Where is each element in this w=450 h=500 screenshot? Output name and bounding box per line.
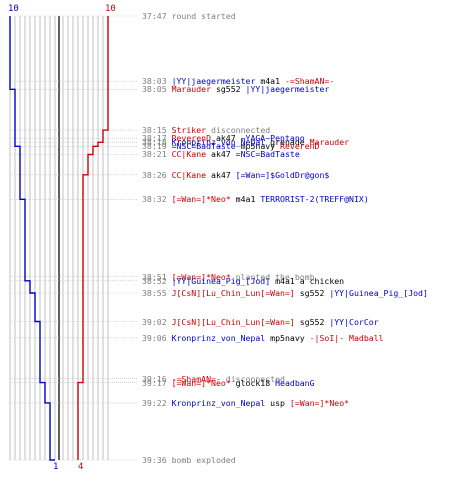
event-action: glock18: [230, 377, 276, 388]
event-player: Striker: [171, 125, 207, 136]
event-player: ReverenD: [280, 141, 320, 152]
event-time: 39:06: [142, 332, 172, 343]
event-time: 38:05: [142, 84, 172, 95]
event-time: 38:18: [142, 137, 172, 148]
event-action: m4a1: [230, 194, 261, 205]
event-player: Kronprinz_von_Nepal: [171, 397, 266, 408]
event-player: CC|Kane: [171, 149, 207, 160]
event-player: [=Wan=]*Neo*: [171, 194, 231, 205]
event-row: 38:03 |YY|jaegermeister m4a1 -=ShamAN=-: [142, 76, 334, 86]
event-action: sg552: [294, 287, 330, 298]
event-time: 38:26: [142, 169, 172, 180]
event-player: ReverenD: [171, 133, 212, 144]
event-player: [=Wan=]*Neo*: [289, 397, 350, 408]
event-time: 39:22: [142, 397, 172, 408]
event-player: |YY|jaegermeister: [245, 84, 330, 95]
event-time: 38:19: [142, 141, 172, 152]
event-player: -=ShamAN=-: [171, 373, 221, 384]
event-action: mp5navy: [265, 332, 310, 343]
event-row: 38:17 ReverenD ak47 ~YAGA~Pentano: [142, 133, 305, 143]
event-player: HeadbanG: [275, 377, 315, 388]
event-player: planted the bomb: [230, 271, 315, 282]
event-player: Kronprinz_von_Nepal: [171, 332, 266, 343]
event-player: round started: [171, 11, 236, 21]
event-time: 38:03: [142, 76, 172, 87]
event-player: Marauder: [309, 137, 350, 148]
event-player: bomb exploded: [171, 455, 236, 465]
event-player: -|SoI|- Madball: [309, 332, 384, 343]
red-team-end-count: 4: [78, 462, 84, 472]
event-row: 39:36 bomb exploded: [142, 455, 236, 465]
event-row: 38:51 [=Wan=]*Neo* planted the bomb: [142, 272, 315, 282]
event-player: CC|Kane: [171, 169, 207, 180]
event-player: |YY|Guinea_Pig_[Jod]: [329, 287, 428, 298]
event-time: 38:55: [142, 287, 172, 298]
event-action: sg552: [211, 84, 246, 95]
event-action: ak47: [206, 149, 236, 160]
blue-team-end-count: 1: [53, 462, 59, 472]
blue-team-start-count: 10: [8, 4, 19, 14]
event-player: |YY|jaegermeister: [171, 76, 256, 87]
event-time: 39:17: [142, 377, 172, 388]
event-player: [=Wan=]*Neo*: [171, 271, 231, 282]
event-player: Marauder: [171, 84, 212, 95]
event-player: J[CsN][Lu_Chin_Lun[=Wan=]: [171, 316, 295, 327]
event-row: 38:26 CC|Kane ak47 [=Wan=]$GoldDr@gon$: [142, 170, 329, 180]
event-player: disconnected: [206, 125, 271, 136]
event-row: 39:22 Kronprinz_von_Nepal usp [=Wan=]*Ne…: [142, 398, 349, 408]
event-player: [=Wan=]*Neo*: [171, 377, 231, 388]
event-action: usp: [265, 397, 290, 408]
event-time: 39:16: [142, 373, 172, 384]
event-player: TERRORIST-2(TREFF@NIX): [260, 194, 369, 205]
event-time: 38:32: [142, 194, 172, 205]
event-row: 38:55 J[CsN][Lu_Chin_Lun[=Wan=] sg552 |Y…: [142, 288, 428, 298]
event-time: 39:36: [142, 455, 172, 465]
event-time: 37:47: [142, 11, 172, 21]
event-row: 38:32 [=Wan=]*Neo* m4a1 TERRORIST-2(TREF…: [142, 194, 369, 204]
event-action: ak47: [211, 133, 241, 144]
event-row: 39:16 -=ShamAN=- disconnected: [142, 374, 285, 384]
event-player: -=ShamAN=-: [284, 76, 335, 87]
event-action: mp5navy: [235, 141, 281, 152]
red-team-alive-line: [77, 16, 109, 460]
event-row: 37:47 round started: [142, 11, 236, 21]
event-action: ak47: [206, 169, 236, 180]
event-row: 39:06 Kronprinz_von_Nepal mp5navy -|SoI|…: [142, 333, 384, 343]
event-player: [=Wan=]$GoldDr@gon$: [235, 169, 330, 180]
event-time: 38:21: [142, 149, 172, 160]
event-time: 38:15: [142, 125, 172, 136]
event-action: m4a1 a chicken: [270, 275, 345, 286]
event-row: 38:19 =NSC=BadTaste mp5navy ReverenD: [142, 141, 319, 151]
blue-team-alive-line: [9, 16, 55, 461]
event-player: disconnected: [220, 373, 285, 384]
event-action: m4a1: [255, 76, 285, 87]
event-row: 38:05 Marauder sg552 |YY|jaegermeister: [142, 84, 329, 94]
event-row: 38:21 CC|Kane ak47 =NSC=BadTaste: [142, 149, 300, 159]
event-row: 38:52 |YY|Guinea_Pig_[Jod] m4a1 a chicke…: [142, 276, 344, 286]
event-time: 38:17: [142, 133, 172, 144]
event-time: 39:02: [142, 316, 172, 327]
event-time: 38:51: [142, 271, 172, 282]
event-row: 39:17 [=Wan=]*Neo* glock18 HeadbanG: [142, 378, 315, 388]
event-row: 39:02 J[CsN][Lu_Chin_Lun[=Wan=] sg552 |Y…: [142, 317, 379, 327]
event-player: |YY|Guinea_Pig_[Jod]: [171, 275, 271, 286]
event-player: ~YAGA~Pentano: [240, 133, 305, 144]
event-player: =NSC=BadTaste: [235, 149, 300, 160]
event-time: 38:52: [142, 275, 172, 286]
event-player: =NSC=BadTaste: [171, 141, 236, 152]
event-row: 38:18 Kronprinz_von_Nepal grenade Maraud…: [142, 137, 349, 147]
event-player: |YY|CorCor: [329, 316, 379, 327]
red-team-start-count: 10: [105, 4, 116, 14]
event-action: grenade: [265, 137, 310, 148]
event-player: Kronprinz_von_Nepal: [171, 137, 266, 148]
event-action: sg552: [294, 316, 330, 327]
event-player: J[CsN][Lu_Chin_Lun[=Wan=]: [171, 287, 295, 298]
event-row: 38:15 Striker disconnected: [142, 125, 270, 135]
